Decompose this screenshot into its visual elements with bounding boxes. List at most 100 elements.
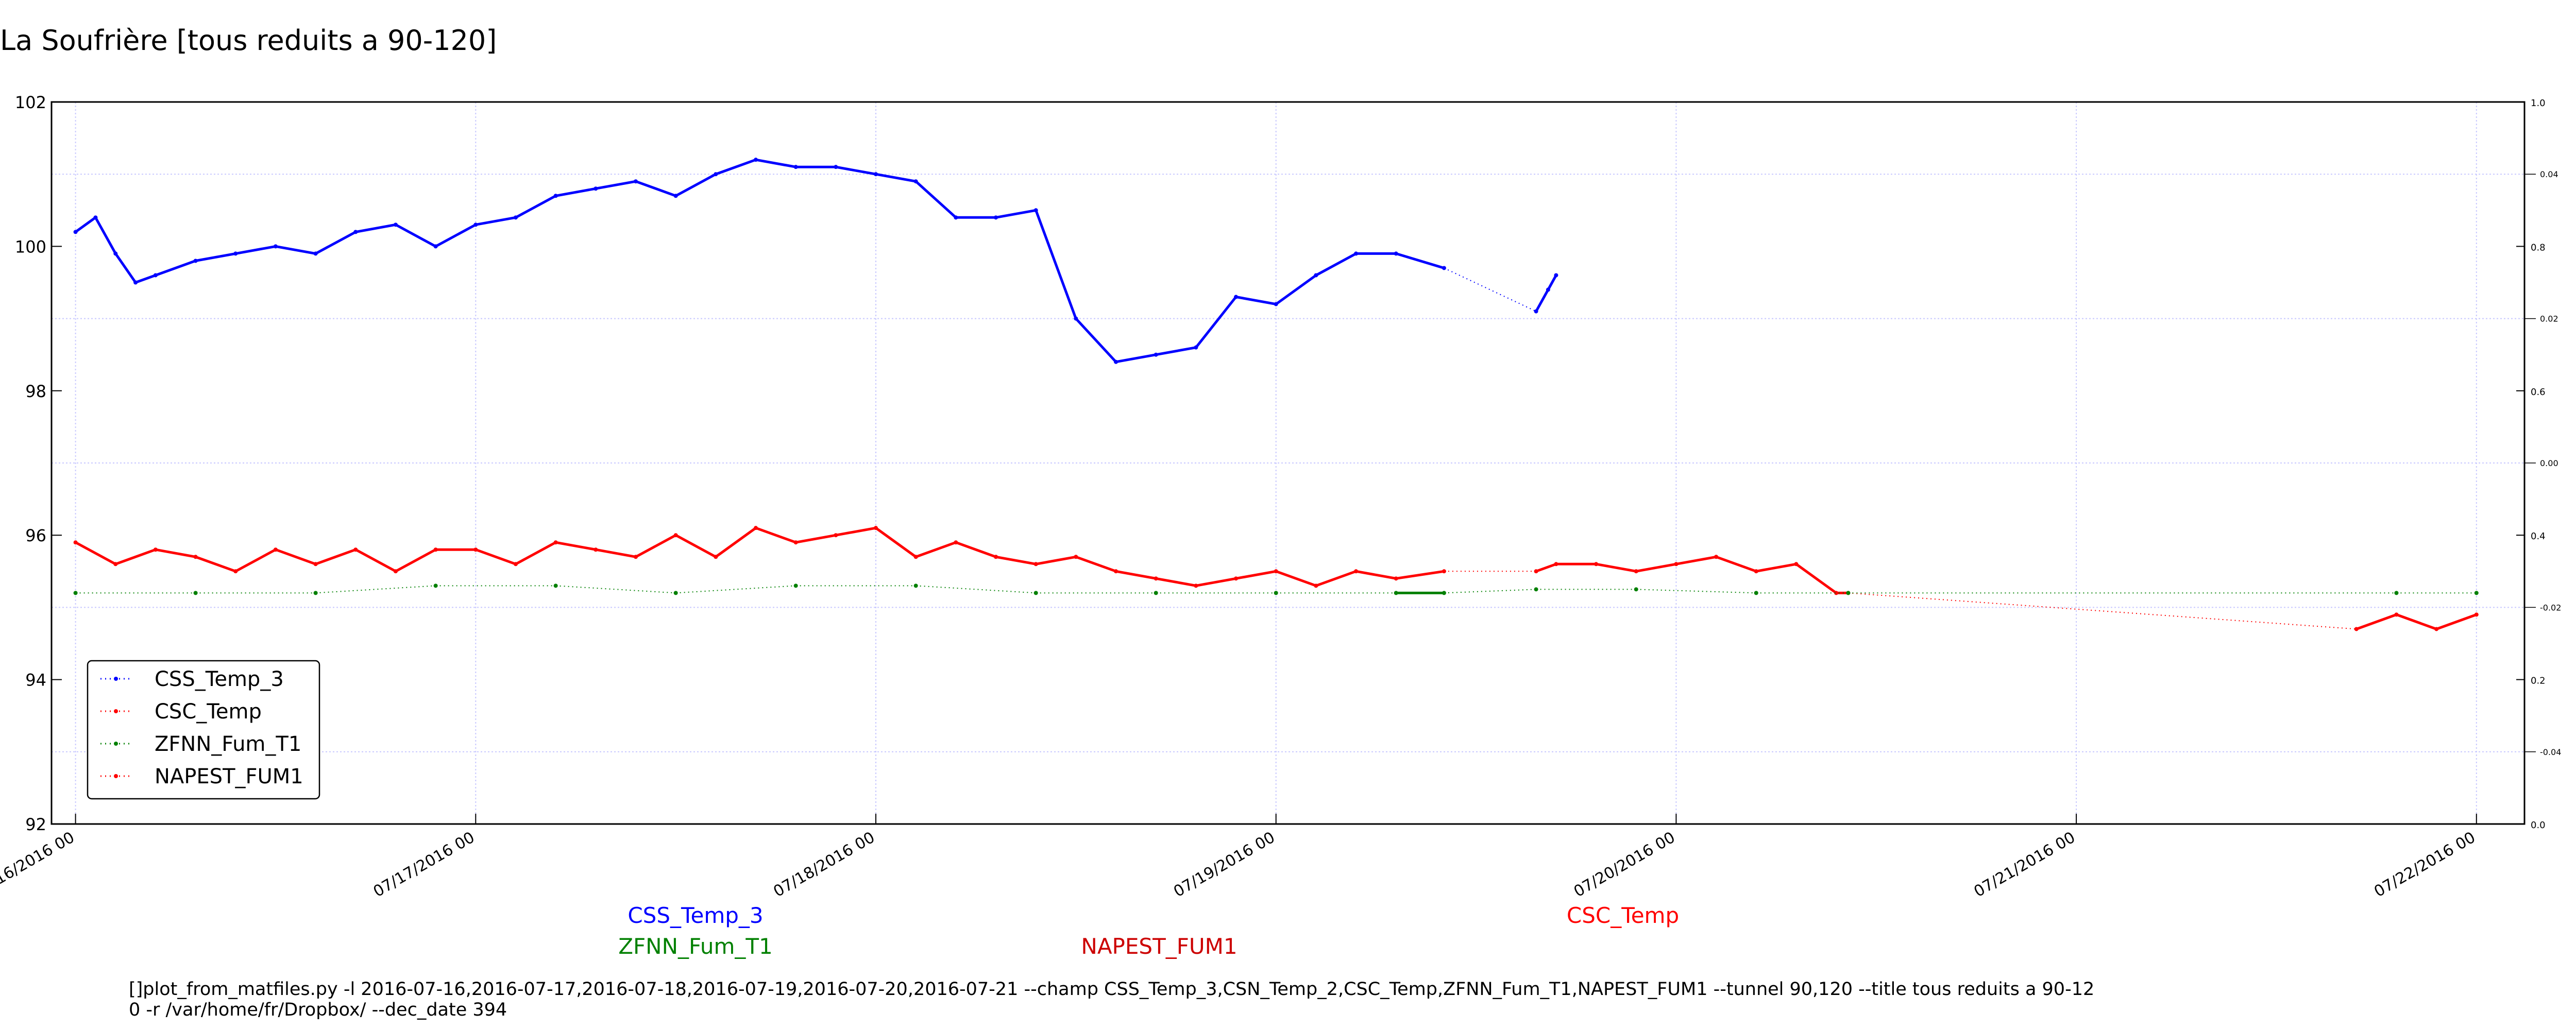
data-point-zfnn-fum-t1 (1154, 591, 1158, 595)
series-gap-zfnn-fum-t1 (916, 585, 1036, 594)
data-point-csc-temp (633, 555, 638, 559)
data-point-csc-temp (233, 569, 238, 574)
data-point-zfnn-fum-t1 (2474, 591, 2479, 595)
legend-marker-csc-temp (114, 709, 118, 713)
series-csc-temp (73, 526, 2479, 631)
data-point-zfnn-fum-t1 (193, 591, 198, 595)
data-point-csc-temp (433, 547, 438, 552)
data-point-zfnn-fum-t1 (313, 591, 318, 595)
data-point-css-temp-3 (313, 251, 318, 256)
y-axis-right-inner: -0.04 -0.02 0.00 0.02 0.04 (2524, 169, 2561, 757)
command-line-2: 0 -r /var/home/fr/Dropbox/ --dec_date 39… (129, 1000, 507, 1020)
y3-tick-label: -0.04 (2540, 747, 2561, 757)
data-point-zfnn-fum-t1 (433, 583, 438, 588)
y2-tick-label: 0.6 (2531, 387, 2546, 398)
bottom-label-css-temp-3: CSS_Temp_3 (628, 903, 763, 928)
data-point-csc-temp (1114, 569, 1118, 574)
legend-label-csc-temp: CSC_Temp (155, 700, 262, 724)
y-tick-label: 96 (25, 526, 46, 545)
data-point-css-temp-3 (1274, 302, 1278, 306)
data-point-csc-temp (1314, 583, 1318, 588)
data-point-zfnn-fum-t1 (1394, 591, 1398, 595)
data-point-css-temp-3 (1314, 273, 1318, 278)
data-point-css-temp-3 (1394, 251, 1398, 256)
data-point-css-temp-3 (113, 251, 118, 256)
y3-tick-label: 0.04 (2540, 169, 2558, 179)
data-point-css-temp-3 (1442, 266, 1446, 270)
series-gap-css-temp-3 (1444, 267, 1536, 312)
series-gap-csc-temp (1848, 592, 2357, 630)
data-point-css-temp-3 (913, 179, 918, 184)
y-tick-label: 92 (25, 815, 46, 834)
series-line-css-temp-3 (75, 158, 1557, 364)
data-point-zfnn-fum-t1 (1754, 591, 1758, 595)
data-point-css-temp-3 (233, 251, 238, 256)
legend-marker-zfnn-fum-t1 (114, 742, 118, 746)
data-point-csc-temp (1674, 562, 1679, 566)
data-point-css-temp-3 (874, 172, 878, 177)
data-point-csc-temp (1554, 562, 1558, 566)
data-point-csc-temp (1834, 591, 1839, 595)
x-tick-label: 07/21/2016 00 (1971, 829, 2079, 901)
data-point-css-temp-3 (353, 230, 358, 234)
x-tick-label: 07/20/2016 00 (1571, 829, 1679, 901)
data-point-css-temp-3 (553, 194, 558, 198)
data-point-zfnn-fum-t1 (2394, 591, 2399, 595)
y3-tick-label: 0.00 (2540, 458, 2558, 468)
legend: CSS_Temp_3 CSC_Temp ZFNN_Fum_T1 NAPEST_FUM1 (87, 660, 320, 800)
data-point-csc-temp (1534, 569, 1538, 574)
data-point-css-temp-3 (594, 186, 598, 191)
series-gap-zfnn-fum-t1 (1444, 589, 1536, 594)
data-point-csc-temp (994, 555, 998, 559)
x-tick-label: 07/17/2016 00 (370, 829, 478, 901)
data-point-csc-temp (1594, 562, 1599, 566)
x-tick-label: 07/22/2016 00 (2371, 829, 2479, 901)
plot-frame (50, 101, 2526, 825)
data-point-csc-temp (1234, 576, 1239, 581)
legend-box (87, 660, 320, 800)
data-point-zfnn-fum-t1 (913, 583, 918, 588)
data-point-csc-temp (2434, 627, 2439, 631)
data-point-csc-temp (513, 562, 518, 566)
data-point-csc-temp (193, 555, 198, 559)
data-point-zfnn-fum-t1 (73, 591, 78, 595)
series-css-temp-3 (73, 158, 1558, 364)
data-point-csc-temp (1033, 562, 1038, 566)
data-point-csc-temp (113, 562, 118, 566)
data-point-csc-temp (793, 540, 798, 545)
data-point-css-temp-3 (93, 215, 98, 220)
data-point-css-temp-3 (473, 222, 478, 227)
data-point-csc-temp (1354, 569, 1359, 574)
data-point-zfnn-fum-t1 (1274, 591, 1278, 595)
data-point-csc-temp (2394, 612, 2399, 617)
data-point-zfnn-fum-t1 (1534, 587, 1538, 592)
data-point-csc-temp (153, 547, 158, 552)
data-point-css-temp-3 (954, 215, 958, 220)
grid (52, 102, 2524, 824)
legend-marker-css-temp-3 (114, 677, 118, 681)
y2-tick-label: 0.4 (2531, 531, 2546, 542)
data-point-zfnn-fum-t1 (673, 591, 678, 595)
legend-label-napest-fum1: NAPEST_FUM1 (155, 765, 303, 788)
y3-tick-label: 0.02 (2540, 314, 2558, 324)
chart-title: La Soufrière [tous reduits a 90-120] (0, 24, 497, 57)
data-point-zfnn-fum-t1 (1846, 591, 1851, 595)
data-point-csc-temp (753, 526, 758, 530)
series-layer (73, 158, 2479, 631)
series-gap-zfnn-fum-t1 (315, 585, 436, 594)
data-point-zfnn-fum-t1 (793, 583, 798, 588)
data-point-css-temp-3 (1154, 352, 1158, 357)
data-point-csc-temp (553, 540, 558, 545)
data-point-css-temp-3 (1194, 345, 1198, 350)
data-point-css-temp-3 (513, 215, 518, 220)
data-point-css-temp-3 (753, 158, 758, 162)
data-point-css-temp-3 (673, 194, 678, 198)
bottom-label-csc-temp: CSC_Temp (1567, 903, 1679, 928)
y-tick-label: 98 (25, 382, 46, 401)
data-point-csc-temp (673, 533, 678, 538)
data-point-css-temp-3 (1554, 273, 1558, 278)
data-point-csc-temp (1154, 576, 1158, 581)
y2-tick-label: 0.2 (2531, 676, 2546, 686)
y3-tick-label: -0.02 (2540, 603, 2561, 612)
